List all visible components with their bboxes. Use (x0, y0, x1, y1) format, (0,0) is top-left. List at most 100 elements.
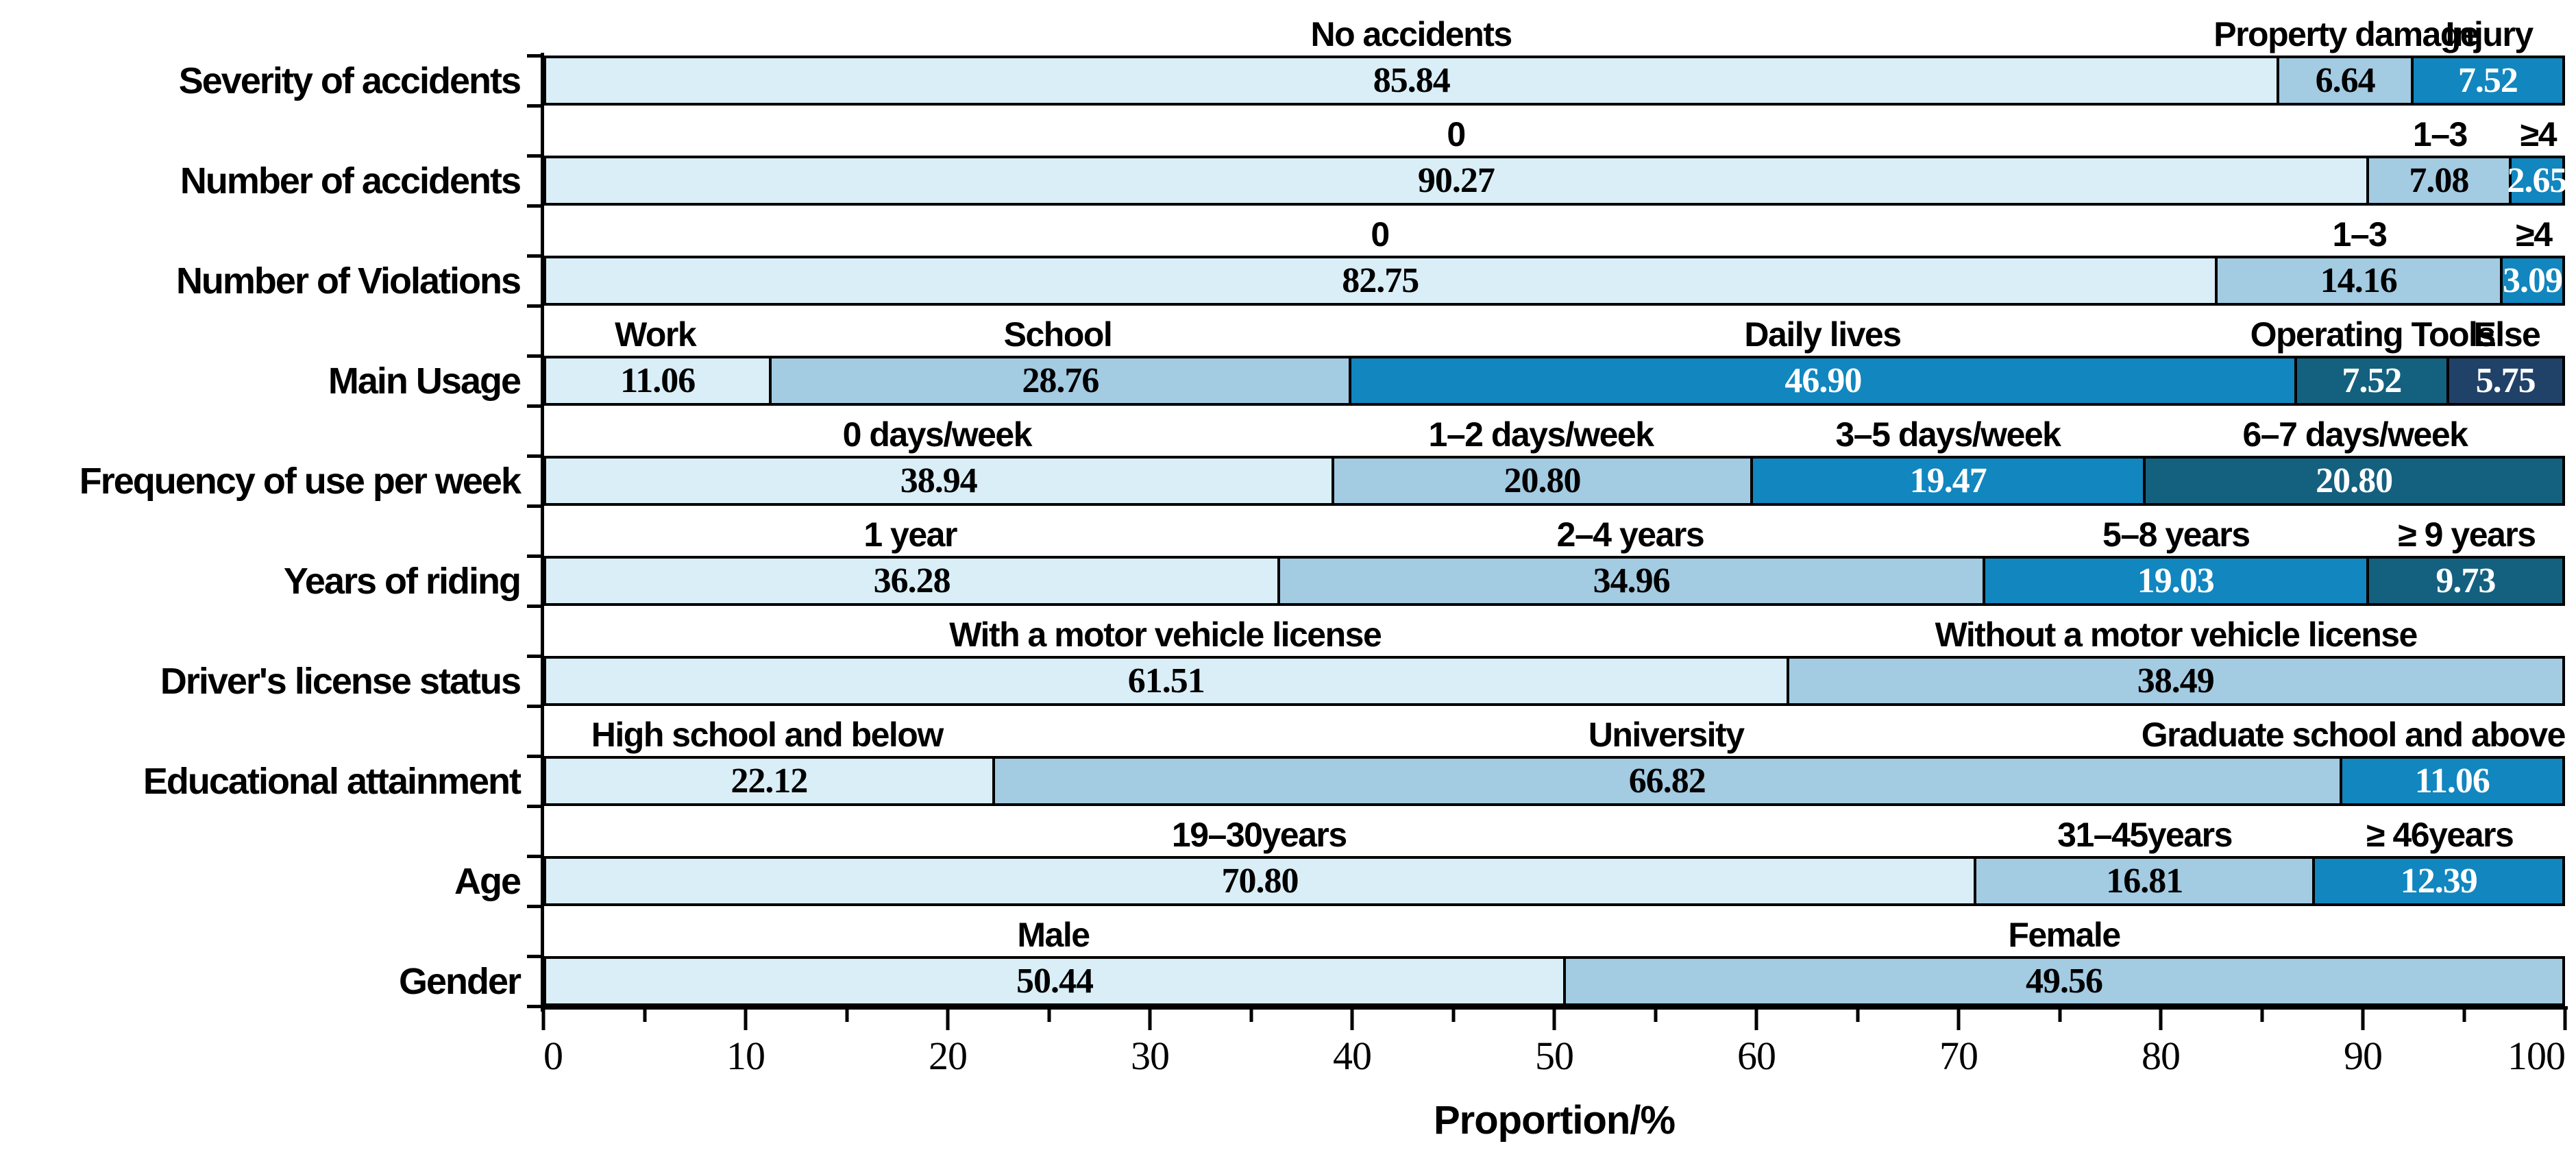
segment-label: School (1003, 315, 1113, 354)
segment-label: No accidents (1310, 15, 1513, 53)
segment-label: 6–7 days/week (2242, 415, 2468, 454)
segment-labels-row: 0 days/week 1–2 days/week 3–5 days/week 6–7… (543, 406, 2565, 456)
category-block: Work School Daily lives Operating Tools Else… (543, 306, 2565, 406)
y-axis-tick (527, 404, 543, 408)
category-label: Number of accidents (180, 160, 522, 202)
segment-value: 36.28 (873, 561, 951, 600)
stacked-bar: 85.84 6.64 7.52 (543, 56, 2565, 106)
segment-value: 7.52 (2342, 361, 2402, 400)
category-block: 0 1–3 ≥4 90.27 7.08 2.65 (543, 106, 2568, 206)
segment-value: 66.82 (1628, 761, 1706, 801)
bar-segment: 7.52 (2410, 58, 2562, 103)
x-axis-tick (1754, 1010, 1758, 1030)
category-block: No accidents Property damage Injury 85.84 6.… (543, 5, 2565, 106)
segment-value: 50.44 (1016, 961, 1094, 1001)
stacked-bar: 70.80 16.81 12.39 (543, 856, 2565, 906)
segment-value: 49.56 (2025, 961, 2103, 1001)
segment-value: 12.39 (2400, 861, 2478, 901)
segment-label: Female (2008, 916, 2121, 954)
x-axis-tick (2260, 1010, 2264, 1022)
x-axis-tick (946, 1010, 950, 1030)
segment-value: 82.75 (1342, 260, 1419, 300)
segment-value: 6.64 (2315, 60, 2376, 100)
stacked-bar: 38.94 20.80 19.47 20.80 (543, 456, 2565, 506)
bar-segment: 28.76 (769, 358, 1349, 403)
segment-labels-row: With a motor vehicle license Without a mo… (543, 606, 2565, 656)
bar-segment: 66.82 (992, 759, 2340, 803)
segment-label: 3–5 days/week (1835, 415, 2062, 454)
x-axis-tick (1047, 1010, 1051, 1022)
bar-segment: 11.06 (2339, 759, 2562, 803)
x-axis-tick-label: 70 (1939, 1034, 1978, 1078)
x-axis-tick (1249, 1010, 1253, 1022)
segment-value: 19.47 (1909, 461, 1987, 500)
segment-value: 28.76 (1022, 361, 1099, 400)
segment-value: 34.96 (1593, 561, 1671, 600)
segment-label: 0 (1447, 115, 1466, 154)
segment-value: 46.90 (1784, 361, 1862, 400)
segment-value: 3.09 (2503, 260, 2563, 300)
segment-labels-row: Male Female (543, 906, 2565, 956)
x-axis-tick-label: 50 (1535, 1034, 1574, 1078)
category-label: Main Usage (328, 360, 522, 402)
y-axis-tick (527, 905, 543, 908)
segment-label: Property damage (2213, 15, 2479, 53)
segment-label: Male (1017, 916, 1090, 954)
bar-segment: 20.80 (2143, 459, 2563, 503)
segment-labels-row: 19–30years 31–45years ≥ 46years (543, 806, 2565, 856)
category-label: Gender (398, 960, 522, 1002)
segment-label: 1–3 (2412, 115, 2468, 154)
y-axis-tick (527, 504, 543, 508)
segment-value: 20.80 (1504, 461, 1581, 500)
segment-value: 11.06 (620, 361, 696, 400)
x-axis-tick (1148, 1010, 1152, 1030)
y-axis-tick (527, 855, 543, 858)
segment-labels-row: No accidents Property damage Injury (543, 5, 2565, 56)
segment-label: 0 days/week (842, 415, 1033, 454)
stacked-bar: 90.27 7.08 2.65 (543, 156, 2568, 206)
segment-value: 2.65 (2507, 160, 2568, 200)
x-axis-tick (1654, 1010, 1657, 1022)
category-label: Age (454, 860, 522, 902)
x-axis-tick (643, 1010, 646, 1022)
stacked-bar: 36.28 34.96 19.03 9.73 (543, 556, 2565, 606)
segment-label: 2–4 years (1556, 515, 1705, 554)
bar-segment: 5.75 (2446, 358, 2562, 403)
segment-value: 7.52 (2457, 60, 2518, 100)
segment-label: Operating Tools (2250, 315, 2497, 354)
y-axis-tick (527, 805, 543, 808)
y-axis-tick (527, 154, 543, 158)
segment-value: 85.84 (1373, 60, 1451, 100)
bar-segment: 19.03 (1982, 559, 2366, 603)
bar-segment: 9.73 (2366, 559, 2562, 603)
segment-label: 1 year (863, 515, 957, 554)
x-axis-tick (541, 1010, 545, 1030)
segment-value: 5.75 (2475, 361, 2536, 400)
category-label: Years of riding (283, 560, 522, 602)
segment-value: 20.80 (2316, 461, 2393, 500)
stacked-bar: 82.75 14.16 3.09 (543, 256, 2565, 306)
x-axis-tick-label: 10 (726, 1034, 765, 1078)
x-axis-title: Proportion/% (1433, 1098, 1676, 1143)
category-block: High school and below University Graduate … (543, 706, 2566, 806)
segment-label: ≥4 (2520, 115, 2557, 154)
plot-area: No accidents Property damage Injury 85.84 6.… (543, 5, 2568, 1006)
x-axis-tick (1451, 1010, 1455, 1022)
segment-labels-row: Work School Daily lives Operating Tools Else (543, 306, 2565, 356)
segment-value: 16.81 (2106, 861, 2183, 901)
stacked-bar: 22.12 66.82 11.06 (543, 756, 2565, 806)
category-label: Driver's license status (160, 660, 522, 702)
x-axis-tick (1856, 1010, 1859, 1022)
y-axis-tick (527, 605, 543, 608)
segment-value: 90.27 (1417, 160, 1495, 200)
segment-value: 19.03 (2137, 561, 2215, 600)
segment-label: 1–3 (2332, 215, 2388, 254)
y-axis-tick (527, 104, 543, 108)
segment-labels-row: 0 1–3 ≥4 (543, 106, 2565, 156)
category-label: Educational attainment (143, 760, 522, 802)
segment-label: ≥ 46years (2366, 816, 2514, 854)
category-block: 0 days/week 1–2 days/week 3–5 days/week 6–7… (543, 406, 2565, 506)
x-axis-tick (2058, 1010, 2061, 1022)
segment-label: University (1588, 716, 1745, 754)
